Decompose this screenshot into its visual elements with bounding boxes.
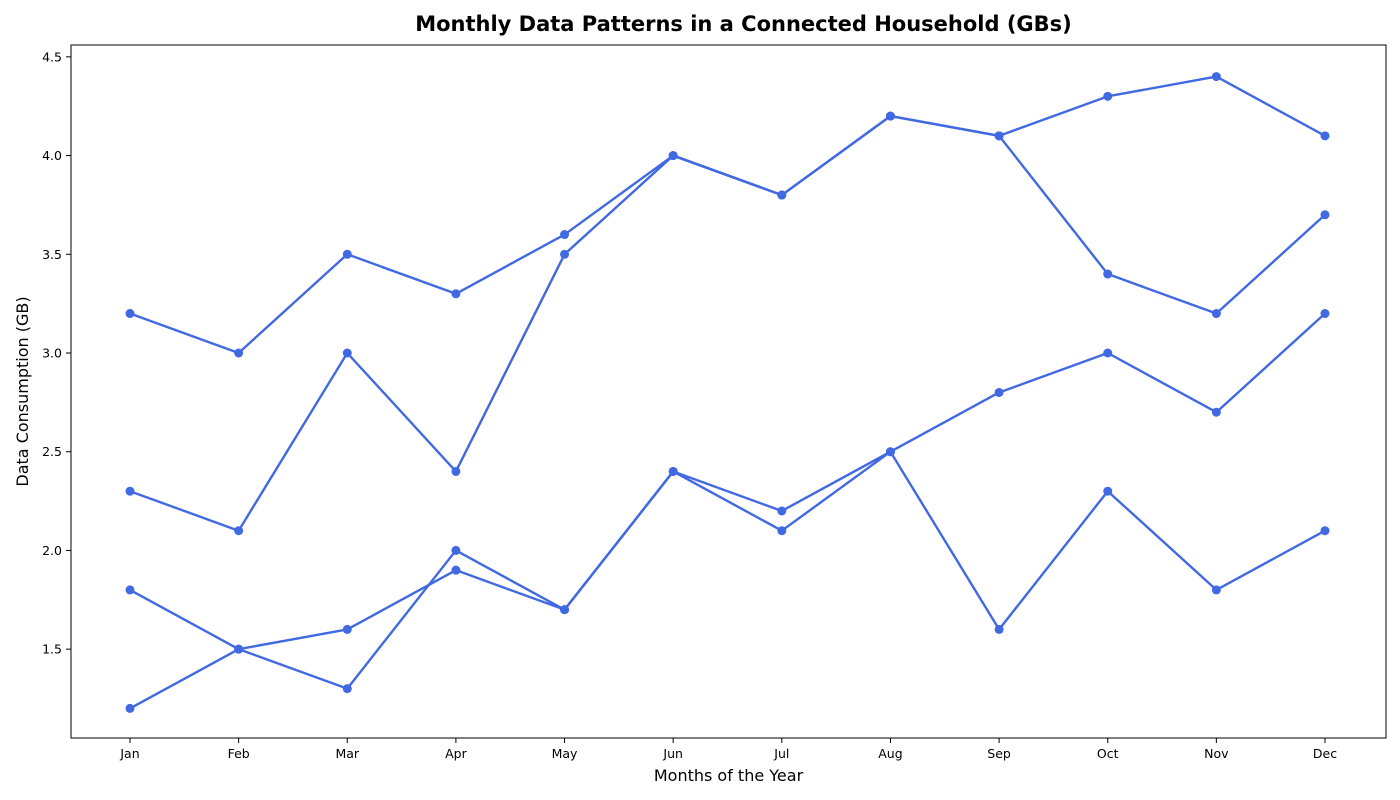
plot-area-frame: [70, 44, 1387, 739]
data-point: [777, 526, 787, 536]
data-point: [1320, 526, 1330, 536]
data-point: [560, 605, 570, 615]
series-group: [125, 72, 1330, 713]
y-tick-label: 1.5: [42, 642, 62, 657]
data-point: [342, 249, 352, 259]
x-axis: Jan Feb Mar Apr May Jun Jul Aug Sep Oct Nov Dec: [119, 738, 1337, 761]
y-tick-label: 2.0: [42, 543, 62, 558]
series-1: [125, 72, 1330, 358]
data-point: [994, 624, 1004, 634]
series-line: [128, 114, 1327, 532]
data-point: [1320, 131, 1330, 141]
data-point: [342, 684, 352, 694]
data-point: [451, 565, 461, 575]
data-point: [234, 644, 244, 654]
data-point: [1103, 91, 1113, 101]
y-tick-label: 2.5: [42, 444, 62, 459]
data-point: [1211, 309, 1221, 319]
data-point: [668, 151, 678, 161]
y-tick-label: 3.5: [42, 247, 62, 262]
data-point: [234, 348, 244, 358]
data-point: [234, 526, 244, 536]
x-axis-label: Months of the Year: [654, 766, 804, 785]
x-tick-label: Aug: [878, 746, 902, 761]
data-point: [125, 309, 135, 319]
data-point: [1320, 309, 1330, 319]
data-point: [668, 466, 678, 476]
data-point: [885, 447, 895, 457]
data-point: [1103, 486, 1113, 496]
series-2: [125, 111, 1330, 536]
data-point: [1211, 72, 1221, 82]
data-point: [885, 111, 895, 121]
data-point: [342, 624, 352, 634]
x-tick-label: Jan: [119, 746, 139, 761]
data-point: [1320, 210, 1330, 220]
data-point: [451, 466, 461, 476]
series-line: [128, 312, 1327, 690]
data-point: [994, 131, 1004, 141]
chart-title: Monthly Data Patterns in a Connected Hou…: [415, 12, 1072, 36]
data-point: [125, 703, 135, 713]
y-axis-label: Data Consumption (GB): [13, 296, 32, 486]
data-point: [777, 506, 787, 516]
series-line: [128, 75, 1327, 355]
data-point: [1211, 585, 1221, 595]
data-point: [1103, 348, 1113, 358]
y-tick-label: 3.0: [42, 346, 62, 361]
y-tick-label: 4.5: [42, 49, 62, 64]
data-point: [994, 387, 1004, 397]
data-point: [125, 585, 135, 595]
data-point: [342, 348, 352, 358]
x-tick-label: Sep: [987, 746, 1011, 761]
x-tick-label: Mar: [335, 746, 359, 761]
data-point: [125, 486, 135, 496]
x-tick-label: Dec: [1313, 746, 1337, 761]
data-point: [1103, 269, 1113, 279]
data-point: [451, 545, 461, 555]
x-tick-label: Jul: [773, 746, 789, 761]
x-tick-label: Feb: [228, 746, 250, 761]
y-tick-label: 4.0: [42, 148, 62, 163]
x-tick-label: Jun: [662, 746, 683, 761]
x-tick-label: Nov: [1204, 746, 1229, 761]
series-4: [125, 447, 1330, 713]
data-point: [451, 289, 461, 299]
data-point: [1211, 407, 1221, 417]
data-point: [560, 230, 570, 240]
data-point: [777, 190, 787, 200]
series-line: [128, 450, 1327, 710]
x-tick-label: May: [552, 746, 578, 761]
x-tick-label: Oct: [1097, 746, 1119, 761]
data-point: [560, 249, 570, 259]
x-tick-label: Apr: [445, 746, 467, 761]
y-axis: 1.5 2.0 2.5 3.0 3.5 4.0 4.5: [42, 49, 71, 657]
